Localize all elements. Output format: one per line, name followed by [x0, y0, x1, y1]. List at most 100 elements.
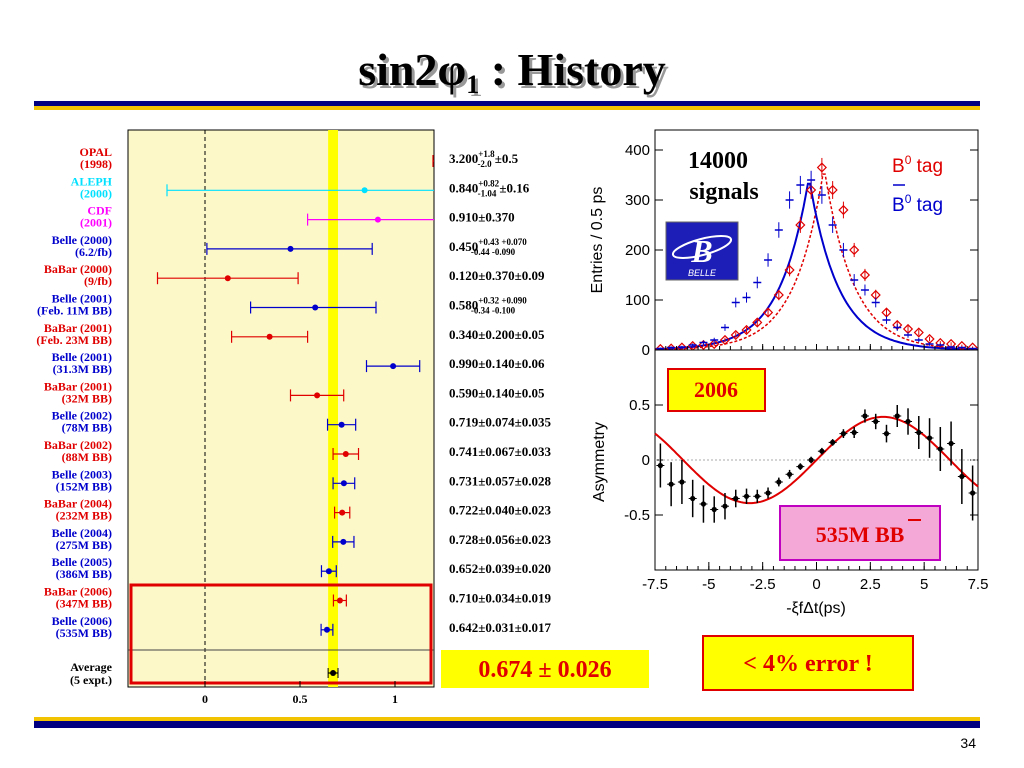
- b0-data-point: [859, 269, 871, 281]
- y-tick-label: 400: [625, 142, 650, 159]
- measurement-rows: OPAL(1998) 3.200+1.8 -2.0 ±0.5 ALEPH(2000) 0.…: [36, 145, 551, 640]
- measurement-row: Belle (2001)(Feb. 11M BB) 0.580+0.32 +0.0…: [37, 292, 527, 318]
- asymmetry-chart: -0.5 0 0.5 Asymmetry 2006 535M BB -7.5 -5 -2…: [591, 344, 988, 617]
- measurement-value: 0.590±0.140±0.05: [449, 385, 545, 400]
- x-tick-label: 0: [202, 692, 208, 706]
- asymmetry-point: [937, 446, 943, 452]
- asymmetry-point: [679, 479, 685, 485]
- experiment-sample: (Feb. 23M BB): [36, 333, 112, 347]
- measurement-value: 0.840+0.82 -1.04 ±0.16: [449, 178, 530, 198]
- x-tick-label: 1: [392, 692, 398, 706]
- dt-distribution-chart: 0 100 200 300 400 Entries / 0.5 ps 14000 sig…: [589, 129, 979, 359]
- top-banner-navy: [34, 101, 980, 106]
- central-value-point: [314, 392, 321, 399]
- b0-data-point: [730, 329, 741, 341]
- asymmetry-point: [851, 429, 857, 436]
- b0-data-point: [784, 264, 795, 276]
- experiment-sample: (535M BB): [56, 626, 112, 640]
- measurement-value: 0.710±0.034±0.019: [449, 591, 552, 606]
- x-tick-label: 7.5: [968, 576, 989, 593]
- experiment-sample: (1998): [80, 157, 112, 171]
- measurement-row: Belle (2006)(535M BB) 0.642±0.031±0.017: [52, 614, 552, 640]
- asymmetry-point: [754, 493, 760, 499]
- asymmetry-point: [970, 490, 976, 496]
- measurement-value: 3.200+1.8 -2.0 ±0.5: [449, 149, 519, 169]
- experiment-label: CDF: [87, 204, 112, 218]
- measurement-row: CDF(2001) 0.910±0.370: [80, 204, 515, 230]
- measurement-row: OPAL(1998) 3.200+1.8 -2.0 ±0.5: [80, 145, 519, 171]
- central-value-point: [339, 509, 346, 516]
- measurement-value: 0.652±0.039±0.020: [449, 561, 551, 576]
- b0-data-point: [719, 334, 731, 346]
- experiment-sample: (9/fb): [84, 274, 112, 288]
- average-band: [328, 130, 338, 687]
- experiment-sample: (31.3M BB): [53, 362, 112, 376]
- error-box: [702, 635, 914, 691]
- b0-data-point: [816, 162, 827, 173]
- experiment-sample: (88M BB): [62, 450, 112, 464]
- asymmetry-point: [733, 495, 739, 502]
- experiment-sample: (2000): [80, 186, 112, 200]
- b0-data-point: [945, 338, 957, 350]
- asymmetry-point: [916, 429, 922, 436]
- experiment-sample: (6.2/fb): [75, 245, 112, 259]
- central-value-point: [361, 187, 368, 194]
- measurement-value: 0.120±0.370±0.09: [449, 268, 545, 283]
- asymmetry-point: [722, 503, 728, 509]
- recent-results-highlight: [129, 583, 433, 685]
- measurement-row: Belle (2003)(152M BB) 0.731±0.057±0.028: [52, 467, 552, 493]
- bb-count-text: 535M BB: [816, 522, 905, 547]
- experiment-label: Belle (2001): [52, 350, 112, 364]
- experiment-label: Belle (2002): [52, 409, 112, 423]
- measurement-row: Belle (2005)(386M BB) 0.652±0.039±0.020: [52, 555, 551, 581]
- central-value-point: [224, 275, 231, 282]
- experiment-sample: (Feb. 11M BB): [37, 304, 112, 318]
- central-value-point: [266, 333, 273, 340]
- error-box-text: < 4% error !: [743, 651, 872, 677]
- asymmetry-point: [765, 490, 771, 496]
- experiment-label: Belle (2006): [52, 614, 112, 628]
- central-value-point: [338, 421, 345, 428]
- measurement-value: 0.642±0.031±0.017: [449, 620, 552, 635]
- title-text: sin2φ1 : History: [358, 44, 666, 99]
- experiment-label: BaBar (2002): [44, 438, 112, 452]
- asymmetry-y-label: Asymmetry: [591, 422, 608, 502]
- experiment-label: BaBar (2000): [44, 262, 112, 276]
- measurement-value: 0.910±0.370: [449, 210, 515, 225]
- experiment-sample: (78M BB): [62, 421, 112, 435]
- asymmetry-point: [840, 431, 847, 437]
- asymmetry-point: [786, 471, 793, 477]
- dt-x-label: -ξfΔt(ps): [786, 600, 846, 617]
- central-value-point: [340, 480, 347, 487]
- measurement-row: BaBar (2002)(88M BB) 0.741±0.067±0.033: [44, 438, 552, 464]
- asymmetry-point: [883, 431, 890, 437]
- measurement-value: 0.728±0.056±0.023: [449, 532, 552, 547]
- measurement-row: ALEPH(2000) 0.840+0.82 -1.04 ±0.16: [71, 174, 530, 200]
- slide-title: sin2φ1 : History sin2φ1 : History: [358, 44, 669, 102]
- year-box: [667, 368, 766, 412]
- y-tick-label: 0.5: [629, 397, 650, 414]
- asymmetry-point: [830, 439, 836, 445]
- x-tick-label: 2.5: [860, 576, 881, 593]
- b0-tag-legend: B0 tag: [892, 153, 943, 177]
- experiment-label: BaBar (2004): [44, 497, 112, 511]
- b0-data-point: [902, 323, 914, 335]
- measurement-value: 0.340±0.200±0.05: [449, 327, 545, 342]
- experiment-label: Belle (2001): [52, 292, 112, 306]
- b0-data-point: [870, 289, 881, 301]
- experiment-sample: (152M BB): [56, 479, 112, 493]
- measurement-row: BaBar (2001)(Feb. 23M BB) 0.340±0.200±0.0…: [36, 321, 545, 347]
- experiment-label: BaBar (2001): [44, 379, 112, 393]
- average-value-text: 0.674 ± 0.026: [478, 657, 611, 683]
- central-value-point: [323, 626, 330, 633]
- experiment-label: ALEPH: [71, 174, 113, 188]
- average-label: Average: [70, 660, 112, 674]
- experiment-label: BaBar (2006): [44, 585, 112, 599]
- top-banner-gold: [34, 106, 980, 110]
- x-tick-label: -2.5: [750, 576, 776, 593]
- signals-count: 14000: [688, 148, 748, 174]
- history-x-axis: 0 0.5 1: [202, 681, 398, 706]
- bb-count-box: [779, 505, 941, 561]
- measurement-row: BaBar (2001)(32M BB) 0.590±0.140±0.05: [44, 379, 545, 405]
